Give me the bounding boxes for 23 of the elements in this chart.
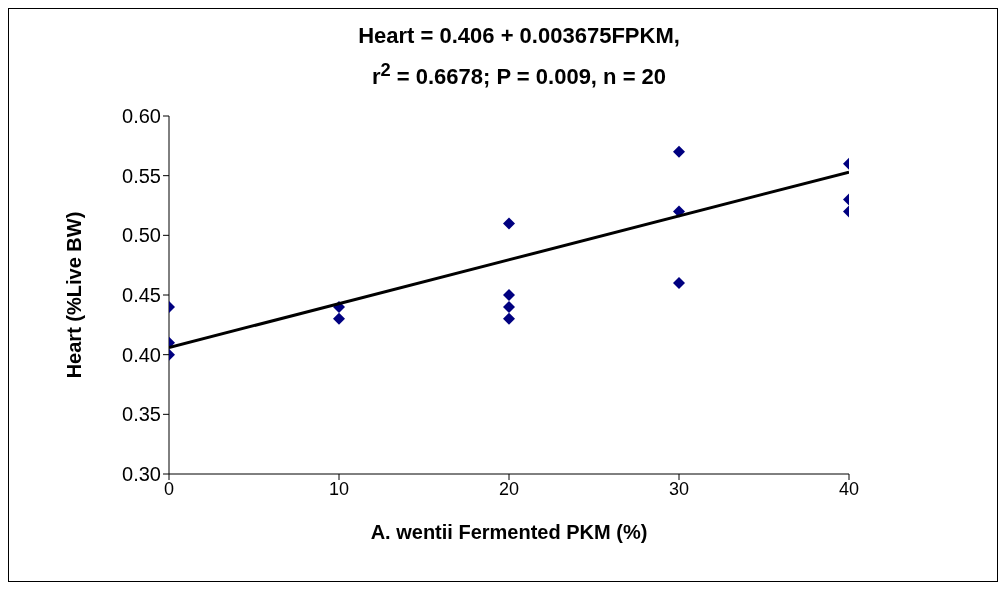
chart-subtitle: r$^{2}$ = 0.6678; P = 0.009, n = 20 [370, 58, 668, 92]
y-tick-label: 0.35 [122, 403, 161, 426]
x-tick-label: 20 [498, 478, 520, 499]
x-tick-label: 30 [668, 478, 690, 499]
y-tick-label: 0.60 [122, 105, 161, 128]
y-tick-label: 0.55 [122, 164, 161, 187]
x-tick-label: 10 [328, 478, 350, 499]
point [503, 312, 515, 325]
point [673, 145, 685, 158]
y-axis-title: Heart (%Live BW) [63, 211, 86, 379]
point [333, 312, 345, 325]
y-tick-label: 0.45 [122, 284, 161, 307]
y-tick-label: 0.40 [122, 343, 161, 366]
point [503, 217, 515, 230]
x-axis-title: A. wentii Fermented PKM (%) [370, 521, 648, 543]
x-tick-label: 40 [838, 478, 860, 499]
chart-title: Heart = 0.406 + 0.003675FPKM, [357, 22, 681, 50]
x-tick-label: 0 [163, 478, 175, 499]
point [503, 300, 515, 313]
y-tick-label: 0.30 [122, 463, 161, 486]
y-tick-label: 0.50 [122, 224, 161, 247]
point [673, 277, 685, 290]
point [503, 289, 515, 301]
